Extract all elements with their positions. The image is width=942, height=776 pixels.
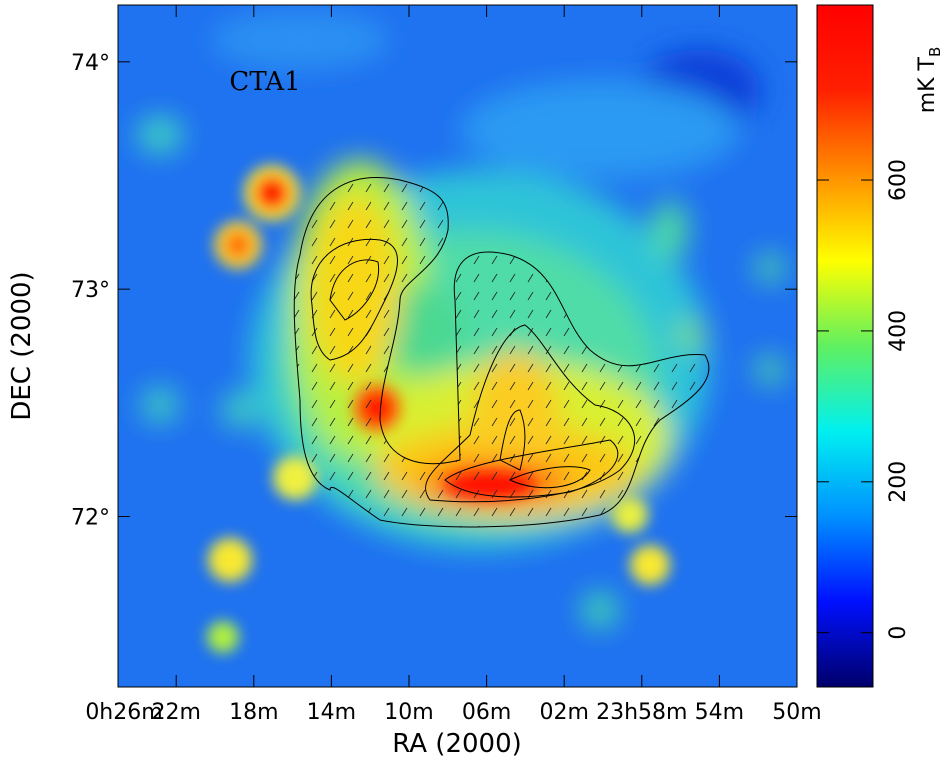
- y-tick-label: 74°: [71, 51, 110, 76]
- colorbar-label-subscript: B: [926, 47, 942, 57]
- y-tick-label: 72°: [71, 506, 110, 531]
- colorbar-tick-label: 400: [886, 310, 911, 352]
- x-tick-label: 18m: [229, 700, 278, 725]
- colorbar-tick-label: 200: [886, 461, 911, 503]
- x-axis-label: RA (2000): [392, 729, 522, 759]
- colorbar-tick-label: 0: [886, 626, 911, 640]
- colorbar: [816, 4, 874, 688]
- x-tick-label: 14m: [307, 700, 356, 725]
- y-tick-label: 73°: [71, 278, 110, 303]
- x-tick-label: 54m: [695, 700, 744, 725]
- x-tick-label: 02m: [539, 700, 588, 725]
- x-tick-label: 06m: [462, 700, 511, 725]
- x-tick-label: 10m: [384, 700, 433, 725]
- colorbar-label: mK TB: [915, 47, 942, 114]
- annotation: CTA1: [229, 67, 300, 97]
- contours: [293, 177, 710, 528]
- colorbar-tick-label: 600: [886, 159, 911, 201]
- x-tick-label: 22m: [151, 700, 200, 725]
- map-image: [118, 5, 797, 687]
- x-tick-label: 23h58m: [596, 700, 687, 725]
- x-tick-label: 50m: [772, 700, 821, 725]
- colorbar-label-text: mK T: [915, 56, 940, 113]
- y-axis-label: DEC (2000): [7, 271, 37, 420]
- x-tick-label: 0h26m: [85, 700, 162, 725]
- plot-frame: [117, 4, 798, 688]
